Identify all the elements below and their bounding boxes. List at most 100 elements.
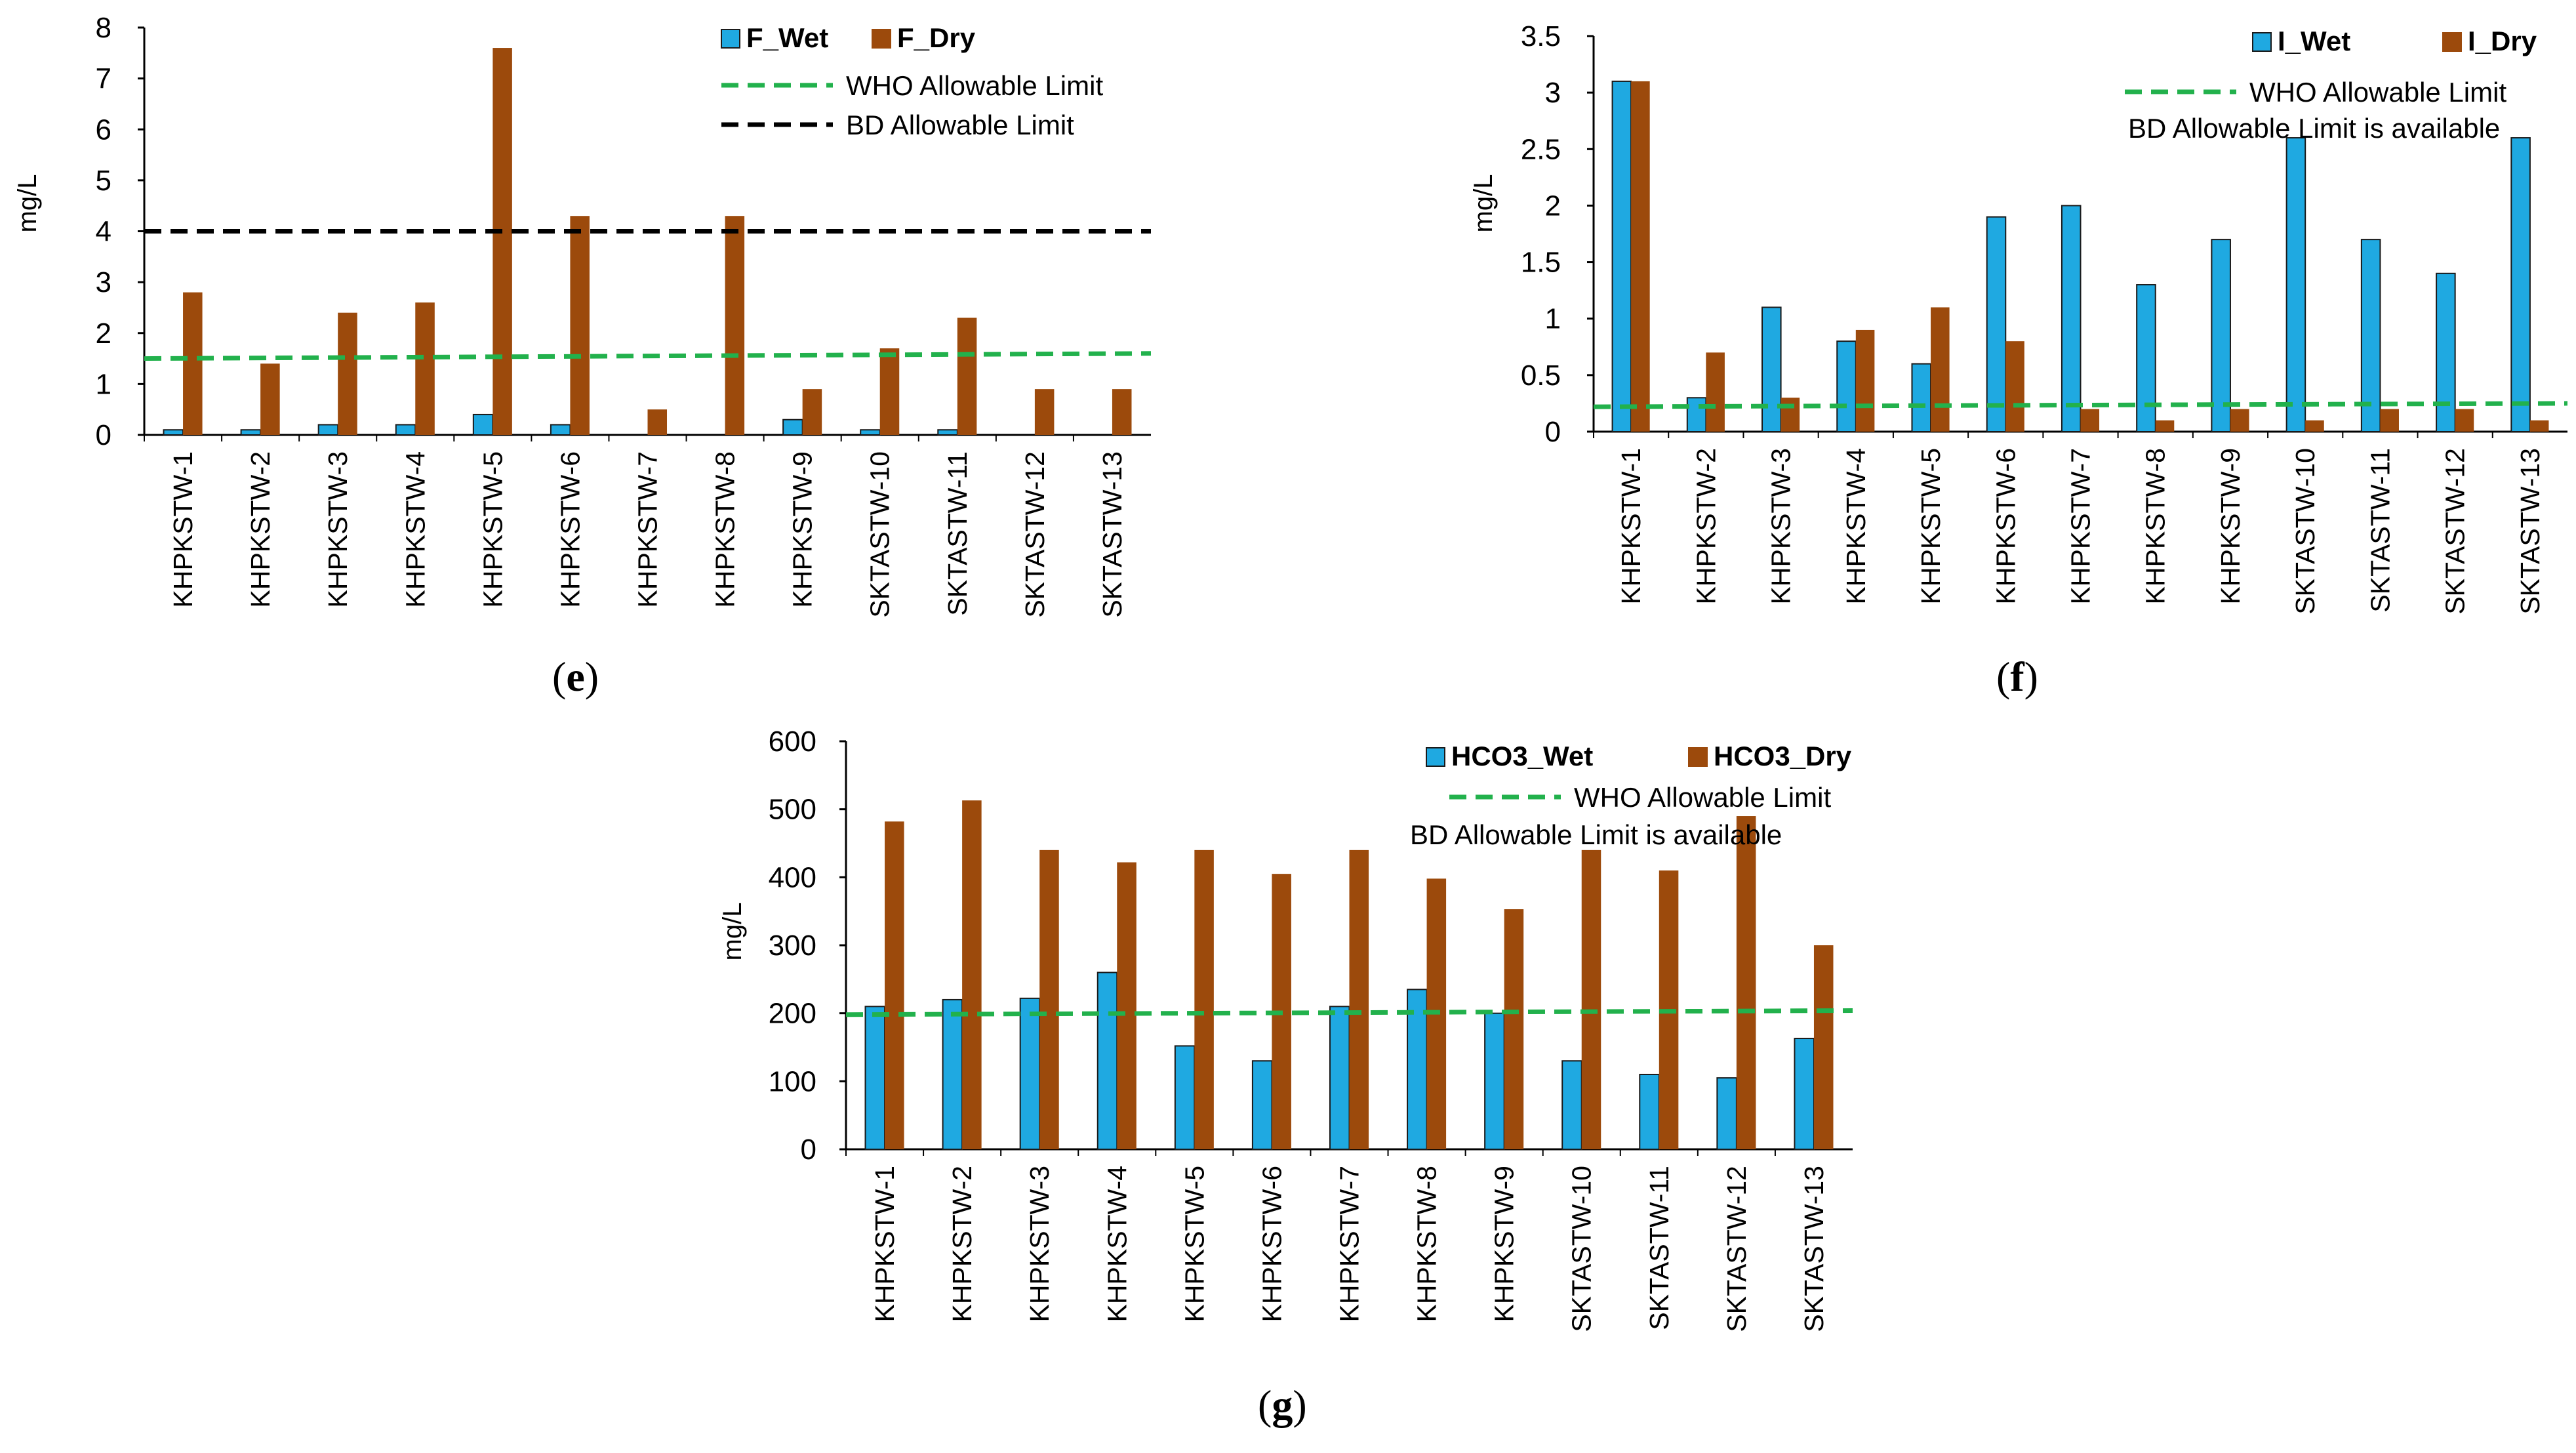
caption-f-letter: f [2010,653,2024,700]
chart-e-bar-dry [1034,389,1055,435]
chart-e-bar-dry [183,292,203,435]
chart-e-category-label: KHPKSTW-4 [400,451,430,607]
caption-g-letter: g [1272,1381,1293,1428]
chart-e-bar-wet [163,429,184,436]
chart-e-ytick-label: 0 [96,419,111,451]
caption-e: (e) [552,653,599,700]
chart-f-legend-swatch [2252,32,2272,52]
chart-g-category-label: KHPKSTW-8 [1412,1166,1442,1322]
chart-f-category-label: KHPKSTW-4 [1841,448,1871,604]
chart-g-category-label: SKTASTW-11 [1644,1166,1674,1330]
chart-g-category-label: KHPKSTW-4 [1102,1166,1132,1322]
chart-f-category-label: KHPKSTW-3 [1766,448,1796,604]
chart-g: 0 100 200 300 400 500 600 mg/L KHPKSTW-1 KHPKSTW-… [718,726,1853,1332]
chart-g-ytick-label: 0 [801,1134,816,1166]
chart-f: 0 0.5 1 1.5 2 2.5 3 3.5 mg/L KHPKSTW-1 KHPKSTW-2 KH… [1469,20,2568,615]
chart-f-bar-dry [1781,398,1800,432]
chart-f-category-label: KHPKSTW-2 [1691,448,1721,604]
chart-e-bar-dry [725,216,745,435]
chart-e-category-label: KHPKSTW-5 [477,451,508,607]
chart-g-bar-wet [1019,997,1041,1150]
chart-e-bar-wet [472,413,494,436]
chart-g-bar-dry [1039,849,1059,1149]
chart-e-bar-wet [395,424,416,436]
chart-g-bar-wet [1484,1012,1505,1150]
chart-f-category-label: SKTASTW-13 [2515,448,2545,615]
chart-f-category-label: SKTASTW-11 [2365,448,2395,613]
chart-f-legend-label: I_Dry [2468,26,2537,56]
chart-e: 0 1 2 3 4 5 6 7 8 mg/L KHPKSTW-1 KHPKSTW-2 KHPKSTW-3… [13,12,1152,618]
chart-e-bar-wet [860,429,881,436]
chart-g-bar-dry [1504,909,1524,1149]
chart-f-legend-line-label: WHO Allowable Limit [2249,77,2506,108]
chart-f-bar-wet [1986,216,2007,432]
chart-f-bar-dry [1706,352,1725,432]
chart-e-bar-dry [1112,389,1132,435]
chart-f-bar-wet [2285,137,2306,433]
chart-g-ytick-label: 600 [769,726,816,758]
chart-g-bar-dry [1349,849,1369,1149]
chart-f-ytick-label: 1.5 [1521,247,1561,279]
chart-f-ytick-label: 1 [1545,303,1561,335]
chart-f-bar-dry [1931,307,1950,432]
chart-e-legend-swatch [872,29,891,49]
chart-f-bar-dry [1631,81,1650,432]
chart-f-bar-dry [2230,409,2249,432]
chart-g-legend-line-label: WHO Allowable Limit [1574,782,1831,813]
chart-f-bar-dry [2080,409,2100,432]
chart-e-category-label: KHPKSTW-9 [788,451,818,607]
chart-e-bar-dry [338,312,357,435]
chart-g-bar-wet [1639,1073,1660,1151]
chart-g-category-label: KHPKSTW-2 [947,1166,977,1322]
chart-e-limit-line [144,351,1152,361]
chart-e-bar-dry [879,348,900,435]
chart-g-ytick-label: 200 [769,998,816,1030]
chart-f-category-label: SKTASTW-12 [2440,448,2470,615]
chart-f-legend-note: BD Allowable Limit is available [2128,113,2500,144]
chart-e-legend-line-label: WHO Allowable Limit [846,70,1103,101]
chart-e-category-label: KHPKSTW-7 [633,451,663,607]
chart-f-bar-wet [1611,80,1632,432]
chart-g-bar-dry [962,800,982,1149]
chart-f-category-label: KHPKSTW-7 [2066,448,2096,604]
chart-e-bar-wet [937,429,958,436]
chart-g-category-label: KHPKSTW-9 [1489,1166,1519,1322]
chart-g-bar-dry [1581,849,1601,1149]
chart-g-ytick-label: 400 [769,861,816,893]
chart-e-category-label: KHPKSTW-6 [555,451,585,607]
chart-g-bar-dry [1813,945,1834,1149]
chart-e-category-label: KHPKSTW-3 [323,451,353,607]
chart-e-category-label: SKTASTW-12 [1020,451,1050,618]
caption-f: (f) [1996,653,2038,700]
chart-e-ylabel: mg/L [13,174,42,233]
chart-g-category-label: KHPKSTW-3 [1024,1166,1055,1322]
chart-e-ytick-label: 5 [96,165,111,197]
chart-f-bar-wet [1836,340,1857,433]
chart-f-category-label: KHPKSTW-1 [1616,448,1646,604]
chart-e-ytick-label: 4 [96,216,111,248]
chart-e-category-label: KHPKSTW-8 [710,451,740,607]
chart-g-category-label: KHPKSTW-1 [870,1166,900,1322]
chart-e-bar-wet [317,424,339,436]
chart-f-bar-dry [2155,420,2175,432]
chart-g-ytick-label: 100 [769,1065,816,1097]
chart-g-bar-wet [864,1006,886,1150]
chart-e-legend-label: F_Dry [897,22,976,53]
chart-g-bar-wet [1716,1077,1737,1151]
chart-g-legend-swatch [1688,747,1708,767]
chart-g-category-label: KHPKSTW-7 [1335,1166,1365,1322]
chart-g-legend-label: HCO3_Wet [1451,741,1593,771]
chart-g-bar-dry [885,821,904,1149]
chart-e-category-label: SKTASTW-13 [1097,451,1127,618]
chart-f-bar-wet [2136,284,2156,432]
chart-g-bar-wet [1329,1006,1350,1150]
chart-f-bar-wet [1761,306,1782,432]
chart-e-category-label: SKTASTW-10 [865,451,895,618]
chart-f-category-label: KHPKSTW-5 [1916,448,1946,604]
chart-g-category-label: KHPKSTW-5 [1179,1166,1209,1322]
chart-g-legend-swatch [1426,747,1445,767]
chart-f-bar-dry [2305,420,2324,432]
chart-e-ytick-label: 2 [96,317,111,350]
chart-e-legend-swatch [721,29,740,49]
chart-e-category-label: SKTASTW-11 [942,451,973,616]
